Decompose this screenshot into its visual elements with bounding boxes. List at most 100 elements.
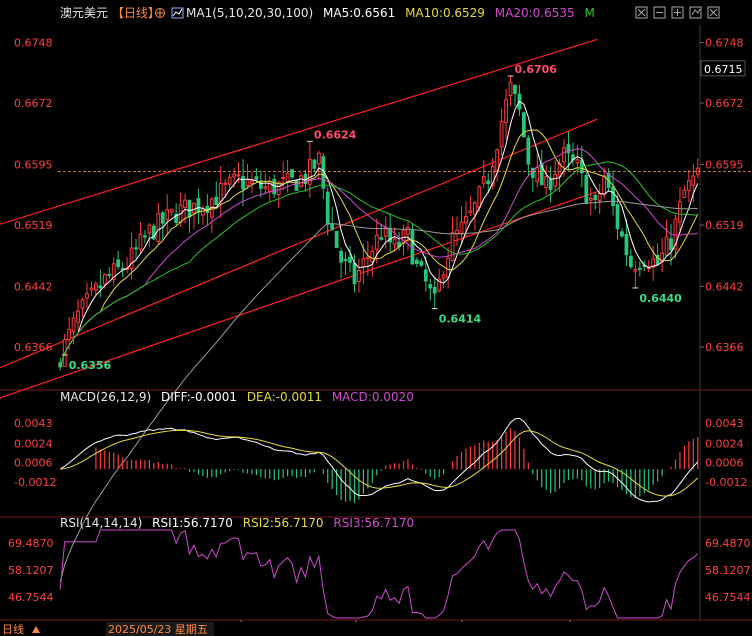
price-axis: 0.6748 0.6748 0.6672 0.6672 0.6595 0.6595 0.65… (14, 37, 746, 354)
price-tick-left: 0.6442 (14, 280, 53, 293)
price-panel[interactable]: 0.6356 0.6624 0.6414 0.6706 0.6440 (0, 38, 752, 583)
ma5-line (59, 100, 699, 368)
macd-dea-line (60, 429, 699, 497)
candle-body (192, 202, 196, 214)
macd-lines (59, 417, 699, 503)
candle-body (134, 247, 138, 250)
candle-body (330, 223, 335, 231)
macd-tick-right: 0.0006 (705, 457, 744, 470)
candle-body (441, 274, 446, 279)
period-label[interactable]: 【日线】 (112, 6, 160, 20)
candle-body (455, 229, 459, 235)
rsi-panel[interactable] (59, 529, 699, 619)
candle-body (263, 186, 268, 189)
price-tick-right: 0.6672 (705, 97, 744, 110)
candle-body (392, 238, 397, 245)
rsi2-value: RSI2:56.7170 (243, 516, 324, 530)
period-tab[interactable]: 日线 (2, 622, 24, 636)
trend-channel (0, 38, 598, 399)
moving-average-lines (59, 100, 699, 583)
trend-channel-line-2 (0, 118, 598, 369)
close-chart-icon[interactable] (635, 6, 648, 19)
candle-body (566, 144, 571, 154)
ma100-line (59, 200, 698, 583)
ma10-value: MA10:0.6529 (405, 6, 485, 20)
candle-body (116, 259, 121, 268)
macd-dea-value: DEA:-0.0011 (247, 390, 322, 404)
candle-body (245, 179, 250, 186)
candle-body (370, 251, 375, 263)
price-tick-right: 0.6748 (705, 37, 744, 50)
period-switch-icon[interactable] (32, 626, 40, 633)
candle-body (294, 180, 299, 191)
minimize-chart-icon[interactable] (653, 6, 666, 19)
rsi-tick-left: 58.1207 (8, 564, 54, 577)
ma-more-marker[interactable]: M (584, 6, 594, 20)
indicator-icon[interactable] (171, 7, 184, 19)
candle-body (553, 173, 557, 187)
candle-body (129, 247, 134, 269)
candle-body (276, 181, 281, 196)
candle-body (597, 192, 602, 202)
rsi3-value: RSI3:56.7170 (333, 516, 414, 530)
symbol-name: 澳元美元 (60, 6, 108, 20)
candle-body (575, 159, 580, 164)
settings-icon[interactable] (155, 8, 165, 18)
macd-diff-line (59, 417, 699, 503)
macd-tick-right: -0.0012 (705, 476, 747, 489)
close-panel-icon[interactable] (707, 6, 720, 19)
candle-body (218, 183, 223, 202)
svg-text:MACD(26,12,9) DIFF:-0.0001: MACD(26,12,9) DIFF:-0.0001 DEA:-0.0011 M… (60, 390, 414, 404)
candle-body (174, 213, 179, 223)
candle-body (348, 256, 352, 263)
candle-body (312, 159, 317, 169)
candle-body (160, 212, 165, 224)
candle-body (522, 112, 526, 138)
current-price-tag: 0.6715 (704, 63, 743, 76)
window-buttons[interactable] (635, 6, 720, 19)
candle-body (620, 231, 624, 237)
candle-body (214, 196, 219, 206)
candle-body (584, 174, 589, 204)
candle-body (664, 236, 669, 256)
chart-settings-icon[interactable] (671, 6, 684, 19)
candle-body (629, 255, 633, 268)
price-tick-left: 0.6748 (14, 37, 53, 50)
candle-body (147, 224, 152, 234)
candle-body (67, 328, 72, 340)
candle-body (437, 278, 442, 292)
price-label-low: 0.6440 (639, 292, 682, 305)
candle-body (352, 262, 357, 285)
price-tick-left: 0.6519 (14, 219, 53, 232)
candle-body (379, 237, 384, 240)
candle-body (151, 225, 156, 240)
price-tick-left: 0.6595 (14, 158, 53, 171)
candle-body (343, 259, 348, 262)
candle-body (365, 257, 370, 260)
candle-body (508, 81, 513, 96)
candle-body (290, 169, 294, 178)
macd-tick-left: -0.0012 (14, 476, 56, 489)
svg-text:RSI(14,14,14) RSI1:56.7170: RSI(14,14,14) RSI1:56.7170 RSI2:56.7170 … (60, 516, 414, 530)
macd-tick-right: 0.0024 (705, 437, 744, 450)
price-label-low: 0.6414 (439, 313, 482, 326)
candle-body (357, 269, 361, 283)
trend-channel-line-1 (0, 38, 598, 225)
price-tick-right: 0.6595 (705, 158, 744, 171)
macd-panel[interactable] (59, 417, 699, 503)
ma20-line (59, 148, 698, 368)
price-tick-right: 0.6366 (705, 341, 744, 354)
candle-body (80, 299, 85, 309)
candle-body (615, 204, 620, 230)
expand-chart-icon[interactable] (689, 6, 702, 19)
cursor-date: 2025/05/23 星期五 (108, 623, 208, 636)
candle-body (85, 293, 89, 299)
candle-body (406, 226, 410, 235)
candle-body (490, 165, 495, 186)
rsi-tick-right: 58.1207 (705, 564, 751, 577)
candle-body (361, 258, 366, 268)
candle-body (165, 209, 170, 221)
svg-text:澳元美元 【日线】: 澳元美元 【日线】 (60, 6, 160, 20)
candle-body (450, 232, 455, 262)
